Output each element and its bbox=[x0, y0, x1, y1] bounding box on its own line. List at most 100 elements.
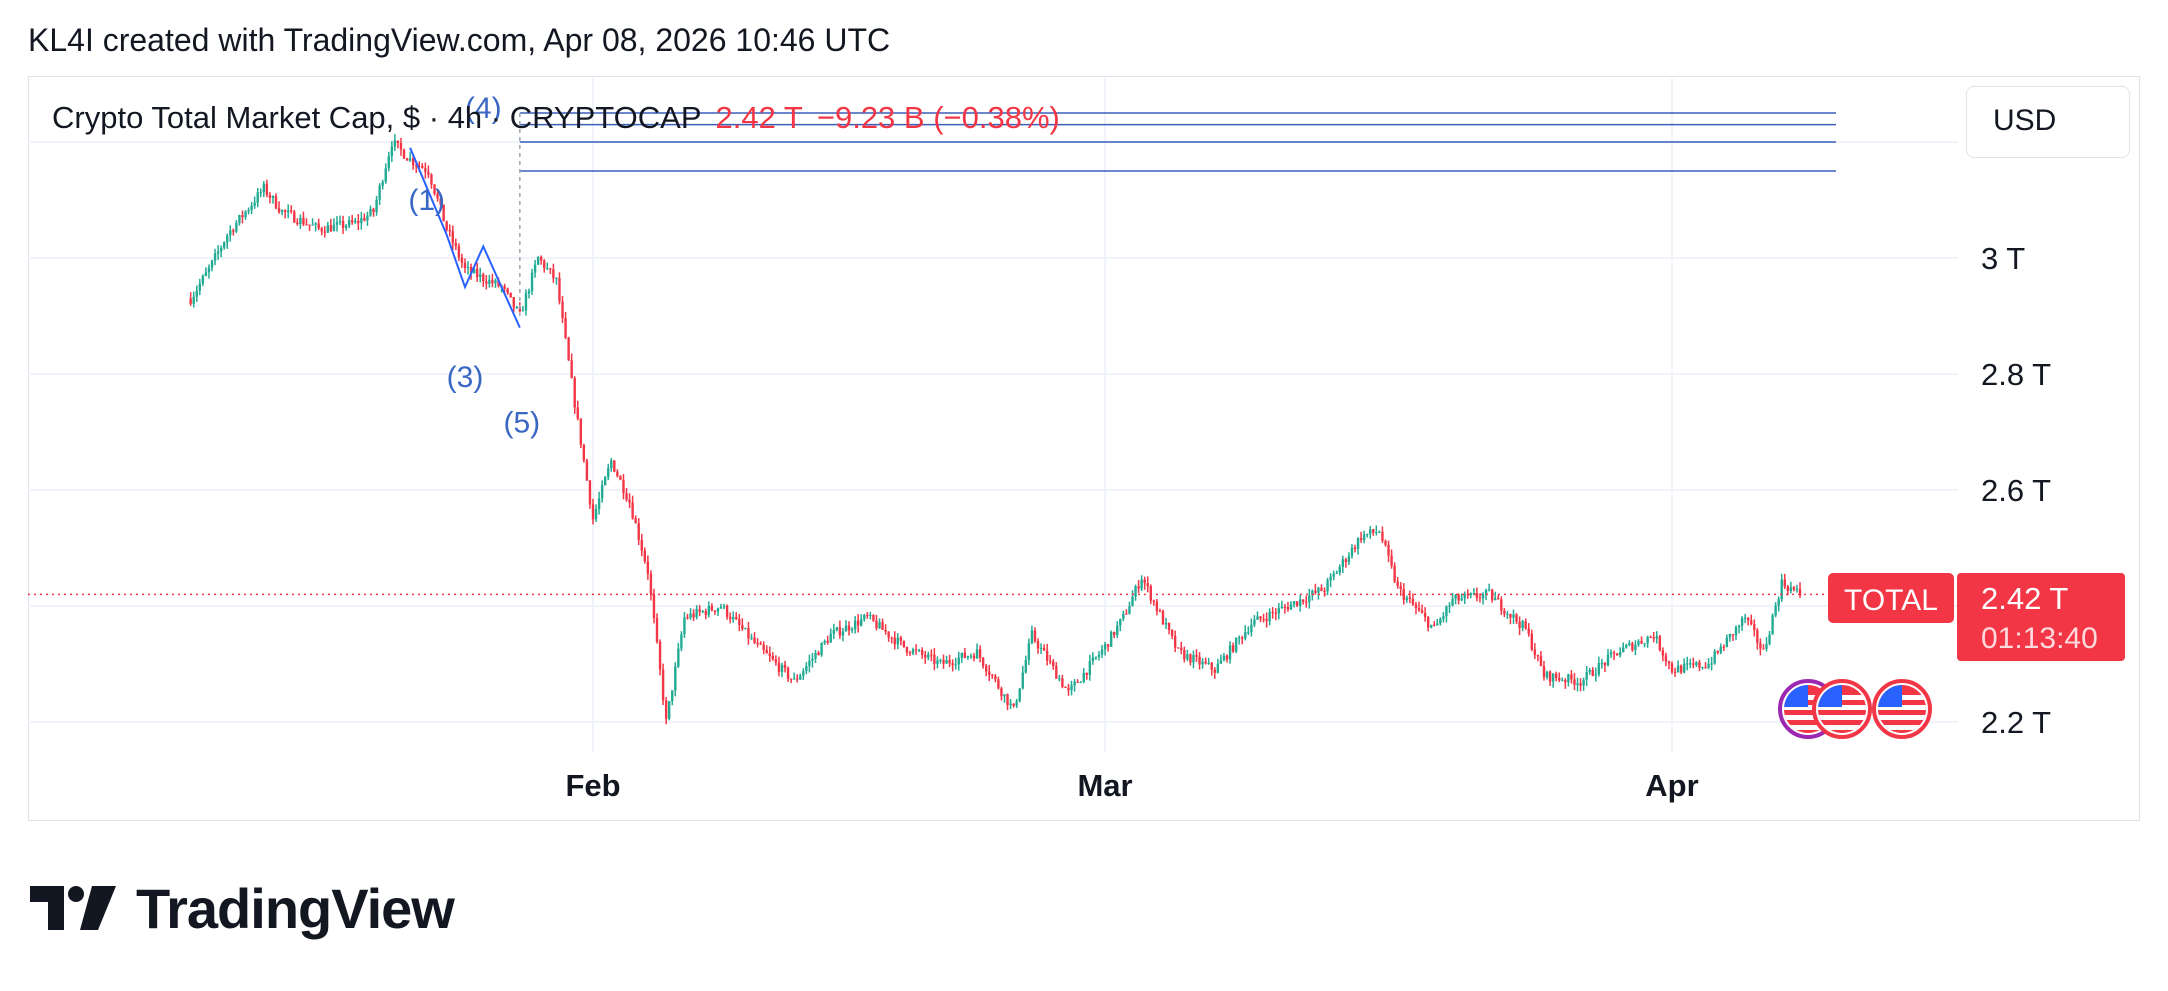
candle-body bbox=[293, 211, 296, 223]
candle bbox=[1326, 577, 1329, 596]
candle-body bbox=[1460, 598, 1463, 601]
candle bbox=[1073, 679, 1076, 692]
candle-body bbox=[1573, 679, 1576, 685]
candle bbox=[1298, 594, 1302, 612]
candle-body bbox=[905, 646, 909, 653]
candle bbox=[466, 261, 470, 275]
candle bbox=[427, 165, 430, 179]
candle bbox=[1554, 671, 1558, 682]
candle-body bbox=[192, 296, 195, 304]
candle-body bbox=[924, 654, 927, 658]
candle-body bbox=[1564, 680, 1567, 683]
candle-body bbox=[1509, 613, 1512, 618]
candle-body bbox=[1237, 637, 1241, 639]
candle bbox=[1405, 595, 1409, 603]
candle bbox=[570, 353, 573, 379]
candle bbox=[1228, 641, 1232, 664]
candle bbox=[482, 272, 485, 287]
candle bbox=[789, 678, 793, 684]
candle bbox=[1286, 601, 1290, 612]
candle bbox=[1356, 537, 1360, 555]
candle-body bbox=[969, 655, 973, 657]
candle bbox=[308, 224, 311, 232]
candle-body bbox=[216, 251, 220, 254]
candle bbox=[265, 179, 269, 198]
candle-body bbox=[1058, 678, 1061, 680]
candle bbox=[1039, 643, 1043, 654]
candle bbox=[1564, 678, 1567, 689]
candle-body bbox=[652, 594, 656, 619]
candle bbox=[1737, 624, 1741, 634]
candle bbox=[530, 268, 534, 295]
candle bbox=[844, 620, 848, 632]
candle bbox=[585, 458, 589, 481]
us-flag-icon[interactable] bbox=[1812, 679, 1872, 739]
candle-body bbox=[692, 613, 695, 618]
tradingview-logo-icon bbox=[30, 886, 116, 930]
candle bbox=[1497, 594, 1500, 600]
candle-body bbox=[1003, 694, 1006, 697]
candle-body bbox=[335, 222, 339, 225]
candle bbox=[546, 262, 549, 271]
candle bbox=[1725, 634, 1729, 648]
candle bbox=[1201, 658, 1204, 669]
candle bbox=[1161, 609, 1165, 625]
candle bbox=[271, 195, 275, 204]
candle bbox=[299, 214, 302, 229]
candle bbox=[430, 173, 433, 189]
candle-body bbox=[1146, 583, 1149, 587]
candle bbox=[1439, 617, 1442, 626]
candle-body bbox=[549, 268, 552, 270]
candle bbox=[866, 612, 869, 619]
candle bbox=[1100, 645, 1104, 659]
candle-body bbox=[860, 619, 863, 626]
candle bbox=[1116, 621, 1119, 638]
event-flags[interactable] bbox=[1778, 679, 1932, 739]
candle-body bbox=[460, 257, 464, 263]
candle bbox=[713, 610, 717, 615]
candle-body bbox=[1469, 593, 1473, 595]
candle bbox=[1158, 608, 1162, 613]
candle bbox=[863, 613, 866, 622]
candle bbox=[841, 627, 845, 642]
candle-body bbox=[850, 629, 854, 631]
candle-body bbox=[1259, 616, 1262, 619]
candle bbox=[1692, 657, 1695, 669]
candle bbox=[619, 475, 622, 481]
candle-body bbox=[1274, 612, 1277, 614]
candle bbox=[335, 216, 339, 232]
candle-body bbox=[1606, 654, 1610, 666]
candle bbox=[381, 179, 384, 190]
candle bbox=[786, 666, 790, 682]
candle bbox=[1469, 592, 1473, 599]
y-tick-label: 2.2 T bbox=[1981, 705, 2051, 740]
us-flag-icon[interactable] bbox=[1872, 679, 1932, 739]
candle bbox=[457, 243, 461, 262]
candle-body bbox=[1591, 670, 1594, 676]
candle-body bbox=[1615, 653, 1619, 656]
candle-body bbox=[1536, 654, 1540, 657]
candle bbox=[671, 690, 674, 706]
candle-body bbox=[1027, 643, 1031, 660]
candle bbox=[384, 163, 387, 184]
candle-body bbox=[658, 641, 662, 670]
candle-body bbox=[1655, 636, 1658, 639]
candle bbox=[835, 626, 839, 632]
candle-body bbox=[457, 246, 461, 258]
candle-body bbox=[936, 660, 939, 664]
candle bbox=[1679, 664, 1683, 675]
candle-body bbox=[1594, 674, 1597, 676]
candle-body bbox=[607, 468, 610, 478]
candle bbox=[1762, 644, 1765, 650]
candle-body bbox=[1222, 655, 1226, 661]
candle-body bbox=[914, 649, 918, 651]
currency-button[interactable]: USD bbox=[1966, 86, 2130, 158]
candle-body bbox=[1408, 597, 1412, 599]
candle-body bbox=[1500, 599, 1503, 611]
candle-body bbox=[1042, 648, 1046, 651]
candle bbox=[677, 642, 680, 668]
candle-body bbox=[1533, 649, 1537, 655]
candle bbox=[1606, 648, 1610, 667]
candle-body bbox=[762, 644, 765, 650]
